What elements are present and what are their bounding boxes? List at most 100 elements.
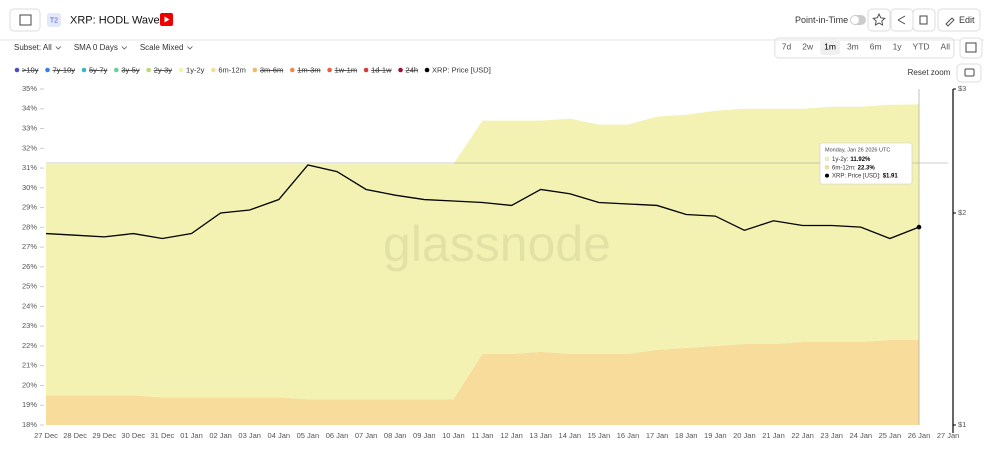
y-tick-label: 23%: [22, 321, 37, 330]
range-button[interactable]: 1y: [893, 41, 903, 51]
chevron: [187, 46, 193, 50]
y-tick-label: 30%: [22, 183, 37, 192]
x-tick-label: 12 Jan: [500, 431, 523, 440]
range-group: [774, 37, 955, 59]
x-tick-label: 20 Jan: [733, 431, 756, 440]
legend-label[interactable]: 6m-12m: [218, 65, 246, 74]
legend-swatch: [211, 67, 216, 73]
x-tick-label: 08 Jan: [384, 431, 407, 440]
x-tick-label: 28 Dec: [63, 431, 87, 440]
range-button[interactable]: 6m: [870, 41, 882, 51]
legend-label[interactable]: 1w-1m: [335, 65, 358, 74]
screenshot-button[interactable]: [956, 63, 982, 83]
legend-label[interactable]: 1m-3m: [297, 65, 320, 74]
badge-text: T2: [50, 17, 58, 24]
price-point: [916, 224, 922, 230]
youtube-play: [164, 16, 170, 23]
x-tick-label: 26 Jan: [908, 431, 931, 440]
x-tick-label: 13 Jan: [529, 431, 552, 440]
x-tick-label: 06 Jan: [326, 431, 349, 440]
x-tick-label: 27 Dec: [34, 431, 58, 440]
y-tick-label: 32%: [22, 143, 37, 152]
y-tick-label: 27%: [22, 242, 37, 251]
x-tick-label: 15 Jan: [588, 431, 611, 440]
y-tick-label: 29%: [22, 203, 37, 212]
legend-label[interactable]: 7y-10y: [52, 65, 75, 74]
legend-label[interactable]: XRP: Price [USD]: [432, 65, 491, 74]
x-tick-label: 24 Jan: [850, 431, 873, 440]
x-tick-label: 04 Jan: [268, 431, 291, 440]
range-button[interactable]: 1m: [824, 41, 836, 51]
y-tick-label: 28%: [22, 222, 37, 231]
x-tick-label: 03 Jan: [238, 431, 261, 440]
sidebar-button[interactable]: [9, 8, 41, 32]
legend-swatch: [114, 67, 119, 73]
x-tick-label: 16 Jan: [617, 431, 640, 440]
y2-tick-label: $1: [958, 420, 966, 429]
control[interactable]: Subset: All: [14, 43, 52, 52]
star-button[interactable]: [867, 8, 891, 32]
legend-label[interactable]: 3m-6m: [260, 65, 283, 74]
y-tick-label: 18%: [22, 420, 37, 429]
x-tick-label: 11 Jan: [472, 431, 494, 440]
camera-icon: [964, 68, 975, 77]
copy-button[interactable]: [912, 8, 936, 32]
legend-label[interactable]: 2y-3y: [154, 65, 173, 74]
control[interactable]: Scale Mixed: [140, 43, 184, 52]
tooltip-row-label: 6m-12m:: [832, 165, 856, 171]
copy-icon: [919, 15, 928, 25]
range-button[interactable]: All: [941, 41, 951, 51]
x-tick-label: 30 Dec: [121, 431, 145, 440]
badge: [47, 13, 61, 27]
watermark: glassnode: [383, 216, 611, 272]
x-tick-label: 29 Dec: [92, 431, 116, 440]
x-tick-label: 01 Jan: [180, 431, 203, 440]
y-tick-label: 33%: [22, 124, 37, 133]
share-button[interactable]: [890, 8, 914, 32]
legend-label[interactable]: 3y-5y: [121, 65, 140, 74]
legend-label[interactable]: >10y: [22, 65, 39, 74]
y-tick-label: 22%: [22, 341, 37, 350]
x-tick-label: 25 Jan: [879, 431, 902, 440]
legend-label[interactable]: 5y-7y: [89, 65, 108, 74]
tooltip-row-value: $1.91: [883, 174, 899, 180]
range-button[interactable]: 7d: [782, 41, 792, 51]
x-tick-label: 21 Jan: [762, 431, 785, 440]
price-line: [45, 164, 920, 240]
calendar-icon: [965, 42, 977, 53]
legend-swatch: [252, 67, 258, 73]
legend-swatch: [14, 67, 20, 73]
share-icon: [897, 15, 906, 25]
legend-label[interactable]: 1y-2y: [186, 65, 205, 74]
calendar-button[interactable]: [959, 37, 983, 59]
range-button[interactable]: YTD: [913, 41, 930, 51]
y-tick-label: 26%: [22, 262, 37, 271]
x-tick-label: 17 Jan: [646, 431, 669, 440]
reset-zoom[interactable]: Reset zoom: [908, 68, 951, 77]
area: [46, 340, 919, 425]
range-button[interactable]: 3m: [847, 41, 859, 51]
legend-label[interactable]: 1d-1w: [371, 65, 392, 74]
range-button[interactable]: 2w: [802, 41, 814, 51]
x-tick-label: 27 Jan: [937, 431, 960, 440]
x-tick-label: 22 Jan: [791, 431, 814, 440]
tooltip-date: Monday, Jan 26 2026 UTC: [825, 147, 890, 153]
legend-label[interactable]: 24h: [406, 65, 419, 74]
chart-title: XRP: HODL Waves: [70, 14, 166, 26]
y-tick-label: 25%: [22, 282, 37, 291]
y2-tick-label: $3: [958, 84, 966, 93]
x-tick-label: 10 Jan: [442, 431, 465, 440]
tooltip: [819, 142, 913, 185]
x-tick-label: 19 Jan: [704, 431, 727, 440]
x-tick-label: 02 Jan: [209, 431, 232, 440]
legend-swatch: [81, 67, 87, 73]
star-icon: [872, 12, 886, 26]
x-tick-label: 18 Jan: [675, 431, 698, 440]
edit-icon: [945, 17, 955, 27]
x-tick-label: 07 Jan: [355, 431, 378, 440]
y-tick-label: 31%: [22, 163, 37, 172]
control[interactable]: SMA 0 Days: [74, 43, 118, 52]
range-active: [820, 39, 840, 55]
tooltip-swatch: [824, 156, 830, 162]
